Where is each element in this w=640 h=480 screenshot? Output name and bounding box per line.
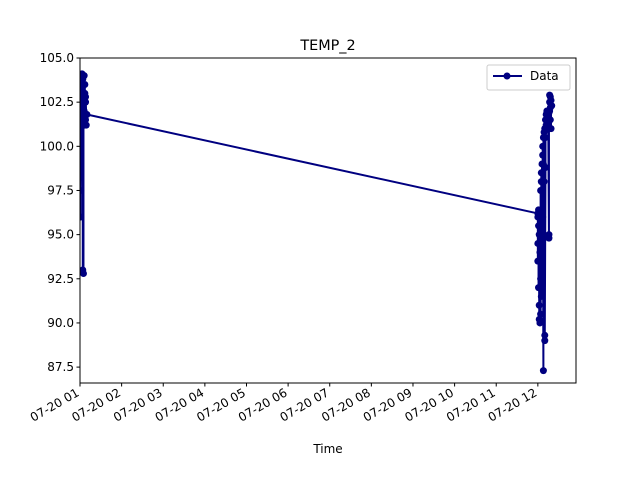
data-point bbox=[539, 151, 547, 159]
data-point bbox=[537, 186, 545, 194]
data-point bbox=[82, 98, 90, 106]
x-axis-label: Time bbox=[312, 442, 342, 456]
data-point bbox=[82, 121, 90, 129]
legend-label-data: Data bbox=[530, 69, 559, 83]
data-point bbox=[535, 206, 543, 214]
y-tick-label: 97.5 bbox=[47, 183, 74, 197]
data-point bbox=[539, 213, 547, 221]
data-point bbox=[545, 231, 553, 239]
y-tick-label: 105.0 bbox=[40, 51, 74, 65]
data-point bbox=[540, 178, 548, 186]
data-point bbox=[546, 116, 554, 124]
y-tick-label: 102.5 bbox=[40, 95, 74, 109]
data-point bbox=[80, 169, 84, 177]
data-point bbox=[542, 121, 550, 129]
y-tick-label: 90.0 bbox=[47, 316, 74, 330]
data-point bbox=[535, 222, 543, 230]
data-point bbox=[541, 331, 549, 339]
data-point bbox=[539, 142, 547, 150]
series-layer bbox=[80, 70, 556, 375]
plot-frame bbox=[79, 57, 577, 384]
data-point bbox=[538, 266, 546, 274]
y-tick-label: 87.5 bbox=[47, 360, 74, 374]
data-point bbox=[541, 133, 549, 141]
data-point bbox=[536, 248, 544, 256]
data-point bbox=[541, 337, 549, 345]
y-tick-label: 95.0 bbox=[47, 228, 74, 242]
data-point bbox=[537, 310, 545, 318]
data-point bbox=[80, 151, 84, 159]
data-point bbox=[539, 367, 547, 375]
y-axis: 87.5 90.0 92.5 95.0 97.5 100.0 102.5 105.0 bbox=[40, 51, 80, 374]
data-point bbox=[82, 93, 90, 101]
data-point bbox=[82, 116, 90, 124]
data-point bbox=[537, 292, 545, 300]
data-point bbox=[535, 231, 543, 239]
legend-marker-swatch bbox=[503, 72, 511, 80]
data-point bbox=[535, 284, 543, 292]
data-point bbox=[537, 169, 545, 177]
data-point bbox=[80, 72, 88, 80]
data-point bbox=[80, 269, 87, 277]
data-point bbox=[541, 164, 549, 172]
chart-title: TEMP_2 bbox=[299, 38, 355, 54]
y-tick-label: 92.5 bbox=[47, 272, 74, 286]
data-point bbox=[534, 257, 542, 265]
legend-box bbox=[486, 64, 571, 91]
data-point bbox=[538, 239, 546, 247]
legend: Data bbox=[486, 64, 571, 91]
y-tick-label: 100.0 bbox=[40, 139, 74, 153]
data-point bbox=[537, 275, 545, 283]
data-point bbox=[536, 319, 544, 327]
data-point bbox=[80, 213, 85, 221]
data-point bbox=[547, 96, 555, 104]
data-point bbox=[83, 111, 91, 119]
data-point bbox=[547, 125, 555, 133]
data-point bbox=[548, 102, 556, 110]
data-point bbox=[81, 80, 89, 88]
data-point bbox=[535, 301, 543, 309]
data-point bbox=[80, 186, 85, 194]
